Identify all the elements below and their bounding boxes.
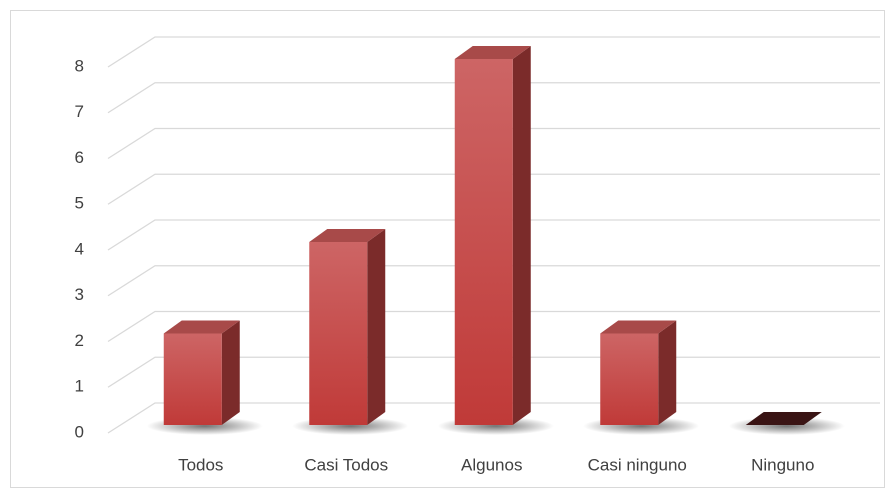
grid-line bbox=[107, 219, 880, 251]
bar-top bbox=[309, 229, 386, 242]
bar-top bbox=[163, 320, 240, 334]
x-tick-label: Casi ninguno bbox=[588, 455, 687, 474]
bar-side bbox=[512, 46, 531, 425]
grid-line bbox=[107, 265, 880, 297]
y-tick-label: 3 bbox=[75, 285, 84, 304]
bar-top bbox=[600, 320, 677, 334]
grid-line bbox=[107, 36, 880, 68]
chart-border bbox=[10, 10, 885, 488]
y-tick-label: 6 bbox=[75, 148, 84, 167]
bar bbox=[745, 412, 822, 425]
x-tick-label: Algunos bbox=[461, 455, 522, 474]
x-tick-label: Ninguno bbox=[751, 455, 814, 474]
bar-top bbox=[454, 46, 531, 59]
bar bbox=[454, 59, 513, 425]
bar bbox=[600, 333, 659, 425]
y-tick-label: 2 bbox=[75, 331, 84, 350]
grid-line bbox=[107, 82, 880, 114]
y-tick-label: 1 bbox=[75, 377, 84, 396]
grid-line bbox=[107, 310, 880, 343]
y-tick-label: 7 bbox=[75, 102, 84, 121]
y-tick-label: 8 bbox=[75, 56, 84, 75]
grid-line bbox=[107, 127, 880, 160]
bar-side bbox=[367, 229, 386, 425]
x-tick-label: Todos bbox=[178, 455, 223, 474]
bar bbox=[309, 242, 368, 425]
y-tick-label: 4 bbox=[75, 239, 84, 258]
x-tick-label: Casi Todos bbox=[304, 455, 388, 474]
bars bbox=[146, 46, 845, 435]
bar-side bbox=[658, 320, 677, 425]
bar bbox=[163, 333, 222, 425]
y-tick-label: 5 bbox=[75, 194, 84, 213]
bar-side bbox=[221, 320, 240, 425]
grid-line bbox=[107, 173, 880, 205]
y-tick-label: 0 bbox=[75, 422, 84, 441]
